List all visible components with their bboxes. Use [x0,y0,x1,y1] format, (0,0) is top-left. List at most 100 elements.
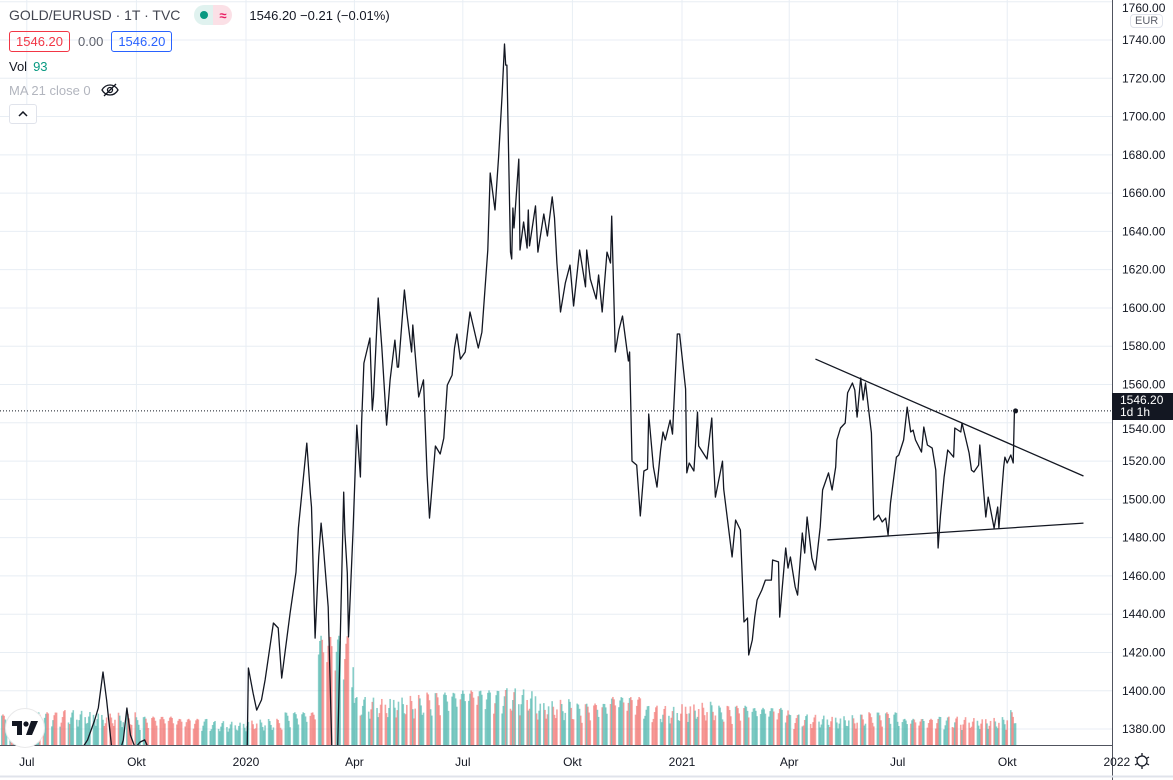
volume-bar [622,702,625,745]
volume-bar [656,705,658,745]
volume-bar [210,729,213,745]
volume-bar [831,716,833,745]
volume-bar [853,723,856,745]
volume-value: 93 [33,58,48,74]
volume-bar [526,699,528,745]
volume-label[interactable]: Vol [9,58,28,74]
volume-bar [968,722,970,745]
volume-bar [721,719,724,745]
volume-bar [934,728,937,745]
volume-bar [744,705,746,745]
symbol-title[interactable]: GOLD/EURUSD · 1T · TVC [9,7,181,23]
ascending-support-trendline[interactable] [827,522,1084,541]
volume-bar [634,714,637,745]
volume-bar [703,715,706,745]
volume-bar [178,718,181,745]
volume-bar [186,719,189,745]
volume-bar [969,727,972,745]
ma-indicator-label[interactable]: MA 21 close 0 [9,82,91,98]
volume-bar [255,723,258,745]
volume-bar [89,712,91,745]
volume-bar [497,691,500,745]
price-tick-label: 1460.00 [1122,569,1166,583]
volume-bar [784,722,787,745]
volume-bar [862,719,864,745]
volume-bar [363,699,365,745]
volume-bar [371,701,374,745]
volume-bar [781,709,783,745]
volume-bar [184,726,187,745]
volume-bar [870,717,873,745]
volume-bar [459,699,462,745]
volume-bar [898,725,900,745]
trendlines[interactable] [815,358,1084,541]
volume-bar [602,703,605,745]
volume-bar [434,693,437,745]
volume-bar [361,705,364,745]
volume-bar [464,701,466,745]
volume-bar [643,718,645,745]
volume-bar [389,698,391,745]
volume-bar [570,707,573,745]
volume-bar [593,705,595,745]
volume-bar [285,712,288,745]
sell-button[interactable]: 1546.20 [9,30,70,52]
volume-bar [846,726,849,745]
buy-button[interactable]: 1546.20 [111,30,173,52]
volume-bar [926,727,929,745]
volume-bar [802,725,805,745]
volume-bar [894,712,897,745]
volume-bar [404,714,407,745]
volume-bar [495,695,497,745]
volume-bar [601,707,603,745]
tradingview-logo[interactable] [5,708,45,748]
price-tick-label: 1680.00 [1122,148,1166,162]
volume-bar [421,714,424,745]
volume-bar [259,719,262,745]
time-axis[interactable]: Jul Okt 2020 Apr Jul Okt 2021 Apr Jul Okt 2022 [19,755,1130,769]
settings-gear-icon[interactable] [1133,752,1151,770]
volume-bar [678,720,681,745]
volume-bar [205,718,208,745]
volume-bar [289,727,291,745]
volume-bar [771,708,774,745]
volume-bar [554,718,557,745]
volume-bar [543,703,545,745]
collapse-legend-button[interactable] [9,104,37,124]
chart-legend: GOLD/EURUSD · 1T · TVC ≈ 1546.20 −0.21 (… [9,4,390,124]
price-tick-label: 1700.00 [1122,110,1166,124]
volume-bar [76,719,78,745]
volume-bar [136,720,139,745]
descending-resistance-trendline[interactable] [815,358,1084,477]
volume-bar [988,725,991,745]
volume-bar [859,714,862,745]
price-axis[interactable]: 1380.00 1400.00 1420.00 1440.00 1460.00 1480.… [1122,1,1166,736]
volume-bar [539,703,542,745]
volume-bar [851,715,854,745]
volume-bar [585,703,588,745]
price-change: −0.21 [300,7,333,23]
volume-bar [747,717,750,745]
volume-bar [751,711,754,745]
volume-bar [594,703,596,745]
volume-bar [310,712,313,745]
volume-bar [345,643,347,745]
volume-bar [998,722,1000,745]
volume-bar [506,688,508,745]
volume-bar [614,705,617,745]
volume-bar [736,705,738,745]
currency-badge[interactable]: EUR [1130,14,1164,28]
volume-bar [513,692,515,745]
status-pill[interactable]: ≈ [194,5,233,25]
volume-bar [734,706,737,745]
volume-bar [662,714,664,745]
volume-bar [787,710,789,745]
grid [0,0,1118,745]
volume-bar [697,709,700,745]
volume-bar [795,718,798,745]
volume-bar [644,715,646,745]
price-tick-label: 1740.00 [1122,33,1166,47]
hidden-eye-icon[interactable] [100,83,119,97]
volume-bar [130,724,133,745]
